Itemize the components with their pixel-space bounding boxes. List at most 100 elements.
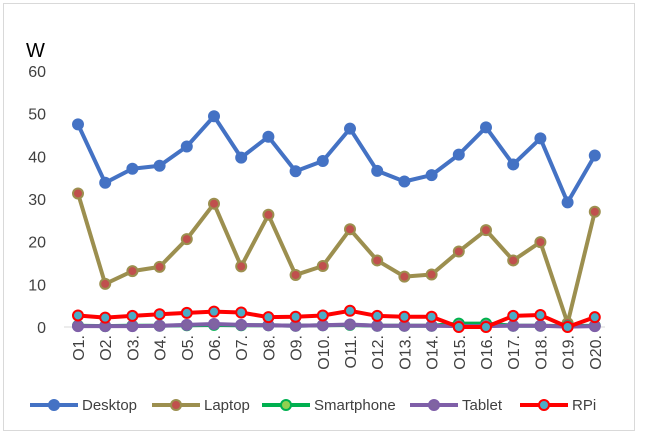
data-point xyxy=(99,311,112,324)
data-point xyxy=(153,319,166,332)
data-point xyxy=(507,158,520,171)
data-point xyxy=(398,175,411,188)
legend-marker xyxy=(538,399,550,411)
data-point xyxy=(126,162,139,175)
data-point xyxy=(126,309,139,322)
x-tick-label: O4. xyxy=(153,335,170,361)
data-point xyxy=(371,164,384,177)
data-point xyxy=(262,208,275,221)
legend-label: Desktop xyxy=(82,397,137,414)
data-point xyxy=(208,197,220,210)
legend: Desktop Laptop Smartphone Tablet RPi xyxy=(30,397,596,414)
y-tick-label: 20 xyxy=(28,235,46,252)
series-layer xyxy=(72,110,601,333)
series-tablet xyxy=(72,318,601,333)
x-tick-label: O11. xyxy=(343,335,360,369)
data-point xyxy=(180,306,193,319)
data-point xyxy=(534,309,547,322)
series-line xyxy=(76,114,597,205)
x-tick-label: O15. xyxy=(452,335,469,370)
series-line xyxy=(76,192,597,326)
data-point xyxy=(99,176,112,189)
data-point xyxy=(344,122,356,135)
x-tick-label: O7. xyxy=(234,335,251,361)
data-point xyxy=(180,233,193,246)
data-point xyxy=(588,205,601,218)
legend-marker xyxy=(48,399,60,411)
x-tick-label: O1. xyxy=(71,335,88,361)
series-desktop xyxy=(72,110,601,209)
data-point xyxy=(534,319,547,332)
chart-frame xyxy=(3,3,635,431)
data-point xyxy=(344,304,356,317)
data-point xyxy=(208,110,220,123)
data-point xyxy=(153,308,166,321)
legend-label: RPi xyxy=(572,397,596,414)
series-laptop xyxy=(72,187,601,330)
data-point xyxy=(507,254,520,267)
data-point xyxy=(398,270,411,283)
data-point xyxy=(208,318,220,331)
data-point xyxy=(371,309,384,322)
data-point xyxy=(235,318,248,331)
x-tick-label: O10. xyxy=(316,335,333,370)
data-point xyxy=(235,306,248,319)
data-point xyxy=(371,319,384,332)
y-tick-label: 40 xyxy=(28,149,46,166)
legend-label: Smartphone xyxy=(314,397,396,414)
data-point xyxy=(561,196,574,209)
legend-item-tablet: Tablet xyxy=(410,397,503,414)
y-tick-label: 10 xyxy=(28,277,46,294)
data-point xyxy=(180,140,193,153)
data-point xyxy=(425,310,438,323)
data-point xyxy=(398,310,411,323)
y-tick-label: 60 xyxy=(28,64,46,81)
data-point xyxy=(262,130,275,143)
legend-marker xyxy=(280,399,292,411)
data-point xyxy=(507,309,520,322)
x-tick-label: O2. xyxy=(98,335,115,361)
data-point xyxy=(344,223,356,236)
x-tick-label: O20. xyxy=(588,335,605,370)
data-point xyxy=(262,311,275,324)
data-point xyxy=(452,148,465,161)
y-tick-label: 30 xyxy=(28,192,46,209)
legend-marker xyxy=(170,399,182,411)
data-point xyxy=(480,121,492,134)
legend-label: Tablet xyxy=(462,397,503,414)
data-point xyxy=(153,159,166,172)
x-tick-label: O16. xyxy=(479,335,496,370)
data-point xyxy=(480,224,492,237)
x-tick-label: O13. xyxy=(397,335,414,370)
data-point xyxy=(452,321,465,333)
legend-marker xyxy=(428,399,440,411)
data-point xyxy=(480,321,492,333)
data-point xyxy=(289,268,302,281)
x-tick-label: O17. xyxy=(506,335,523,370)
data-point xyxy=(452,245,465,258)
data-point xyxy=(507,319,520,332)
x-tick-label: O8. xyxy=(261,335,278,361)
data-point xyxy=(588,149,601,162)
data-point xyxy=(534,236,547,249)
data-point xyxy=(72,187,84,200)
data-point xyxy=(588,311,601,324)
x-tick-label: O3. xyxy=(125,335,142,361)
data-point xyxy=(316,309,329,322)
x-tick-label: O6. xyxy=(207,335,224,361)
y-tick-label: 0 xyxy=(37,320,46,337)
data-point xyxy=(316,319,329,332)
x-tick-label: O9. xyxy=(289,335,306,361)
data-point xyxy=(153,260,166,273)
legend-item-laptop: Laptop xyxy=(152,397,250,414)
legend-item-desktop: Desktop xyxy=(30,397,137,414)
x-tick-label: O19. xyxy=(561,335,578,370)
x-tick-label: O12. xyxy=(370,335,387,370)
x-tick-label: O18. xyxy=(533,335,550,370)
data-point xyxy=(316,259,329,272)
data-point xyxy=(289,310,302,323)
x-tick-label: O5. xyxy=(180,335,197,361)
y-tick-label: 50 xyxy=(28,107,46,124)
data-point xyxy=(235,151,248,164)
